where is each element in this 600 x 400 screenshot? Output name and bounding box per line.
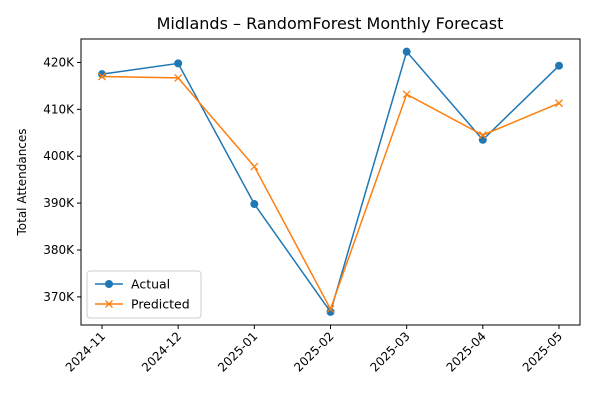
y-tick-label: 370K [43, 290, 75, 304]
legend-label: Actual [131, 277, 170, 292]
data-point [250, 200, 259, 209]
legend-label: Predicted [131, 297, 190, 312]
x-tick-label: 2025-05 [520, 329, 565, 374]
legend-box [86, 270, 202, 319]
y-tick-label: 420K [43, 55, 75, 69]
data-point [98, 72, 106, 81]
x-tick-label: 2025-01 [215, 329, 260, 374]
data-point [174, 73, 183, 82]
legend-marker [105, 300, 113, 308]
y-tick-label: 410K [43, 102, 75, 116]
legend-marker [105, 280, 113, 288]
chart-title: Midlands – RandomForest Monthly Forecast [157, 14, 504, 33]
data-point [326, 307, 335, 316]
series-predicted [98, 72, 563, 314]
data-point [478, 131, 487, 140]
x-tick-label: 2025-04 [444, 329, 489, 374]
x-tick-label: 2025-02 [291, 329, 336, 374]
data-point [250, 162, 259, 171]
legend: Actual Predicted [86, 270, 202, 319]
y-axis-label: Total Attendances [15, 128, 29, 236]
data-point [555, 61, 563, 70]
y-tick-label: 400K [43, 149, 75, 163]
y-tick-label: 380K [43, 243, 75, 257]
y-axis: 370K 380K 390K 400K 410K 420K [43, 55, 81, 304]
data-point [326, 305, 335, 314]
x-tick-label: 2024-11 [63, 329, 108, 374]
legend-item: Predicted [95, 297, 190, 312]
series-layer [98, 47, 563, 316]
legend-item: Actual [95, 277, 170, 292]
data-point [555, 99, 563, 108]
x-tick-label: 2024-12 [139, 329, 184, 374]
x-tick-label: 2025-03 [367, 329, 412, 374]
data-point [402, 47, 411, 56]
data-point [402, 90, 411, 99]
data-point [174, 59, 183, 68]
y-tick-label: 390K [43, 196, 75, 210]
x-axis: 2024-11 2024-12 2025-01 2025-02 2025-03 2025-… [63, 325, 565, 375]
